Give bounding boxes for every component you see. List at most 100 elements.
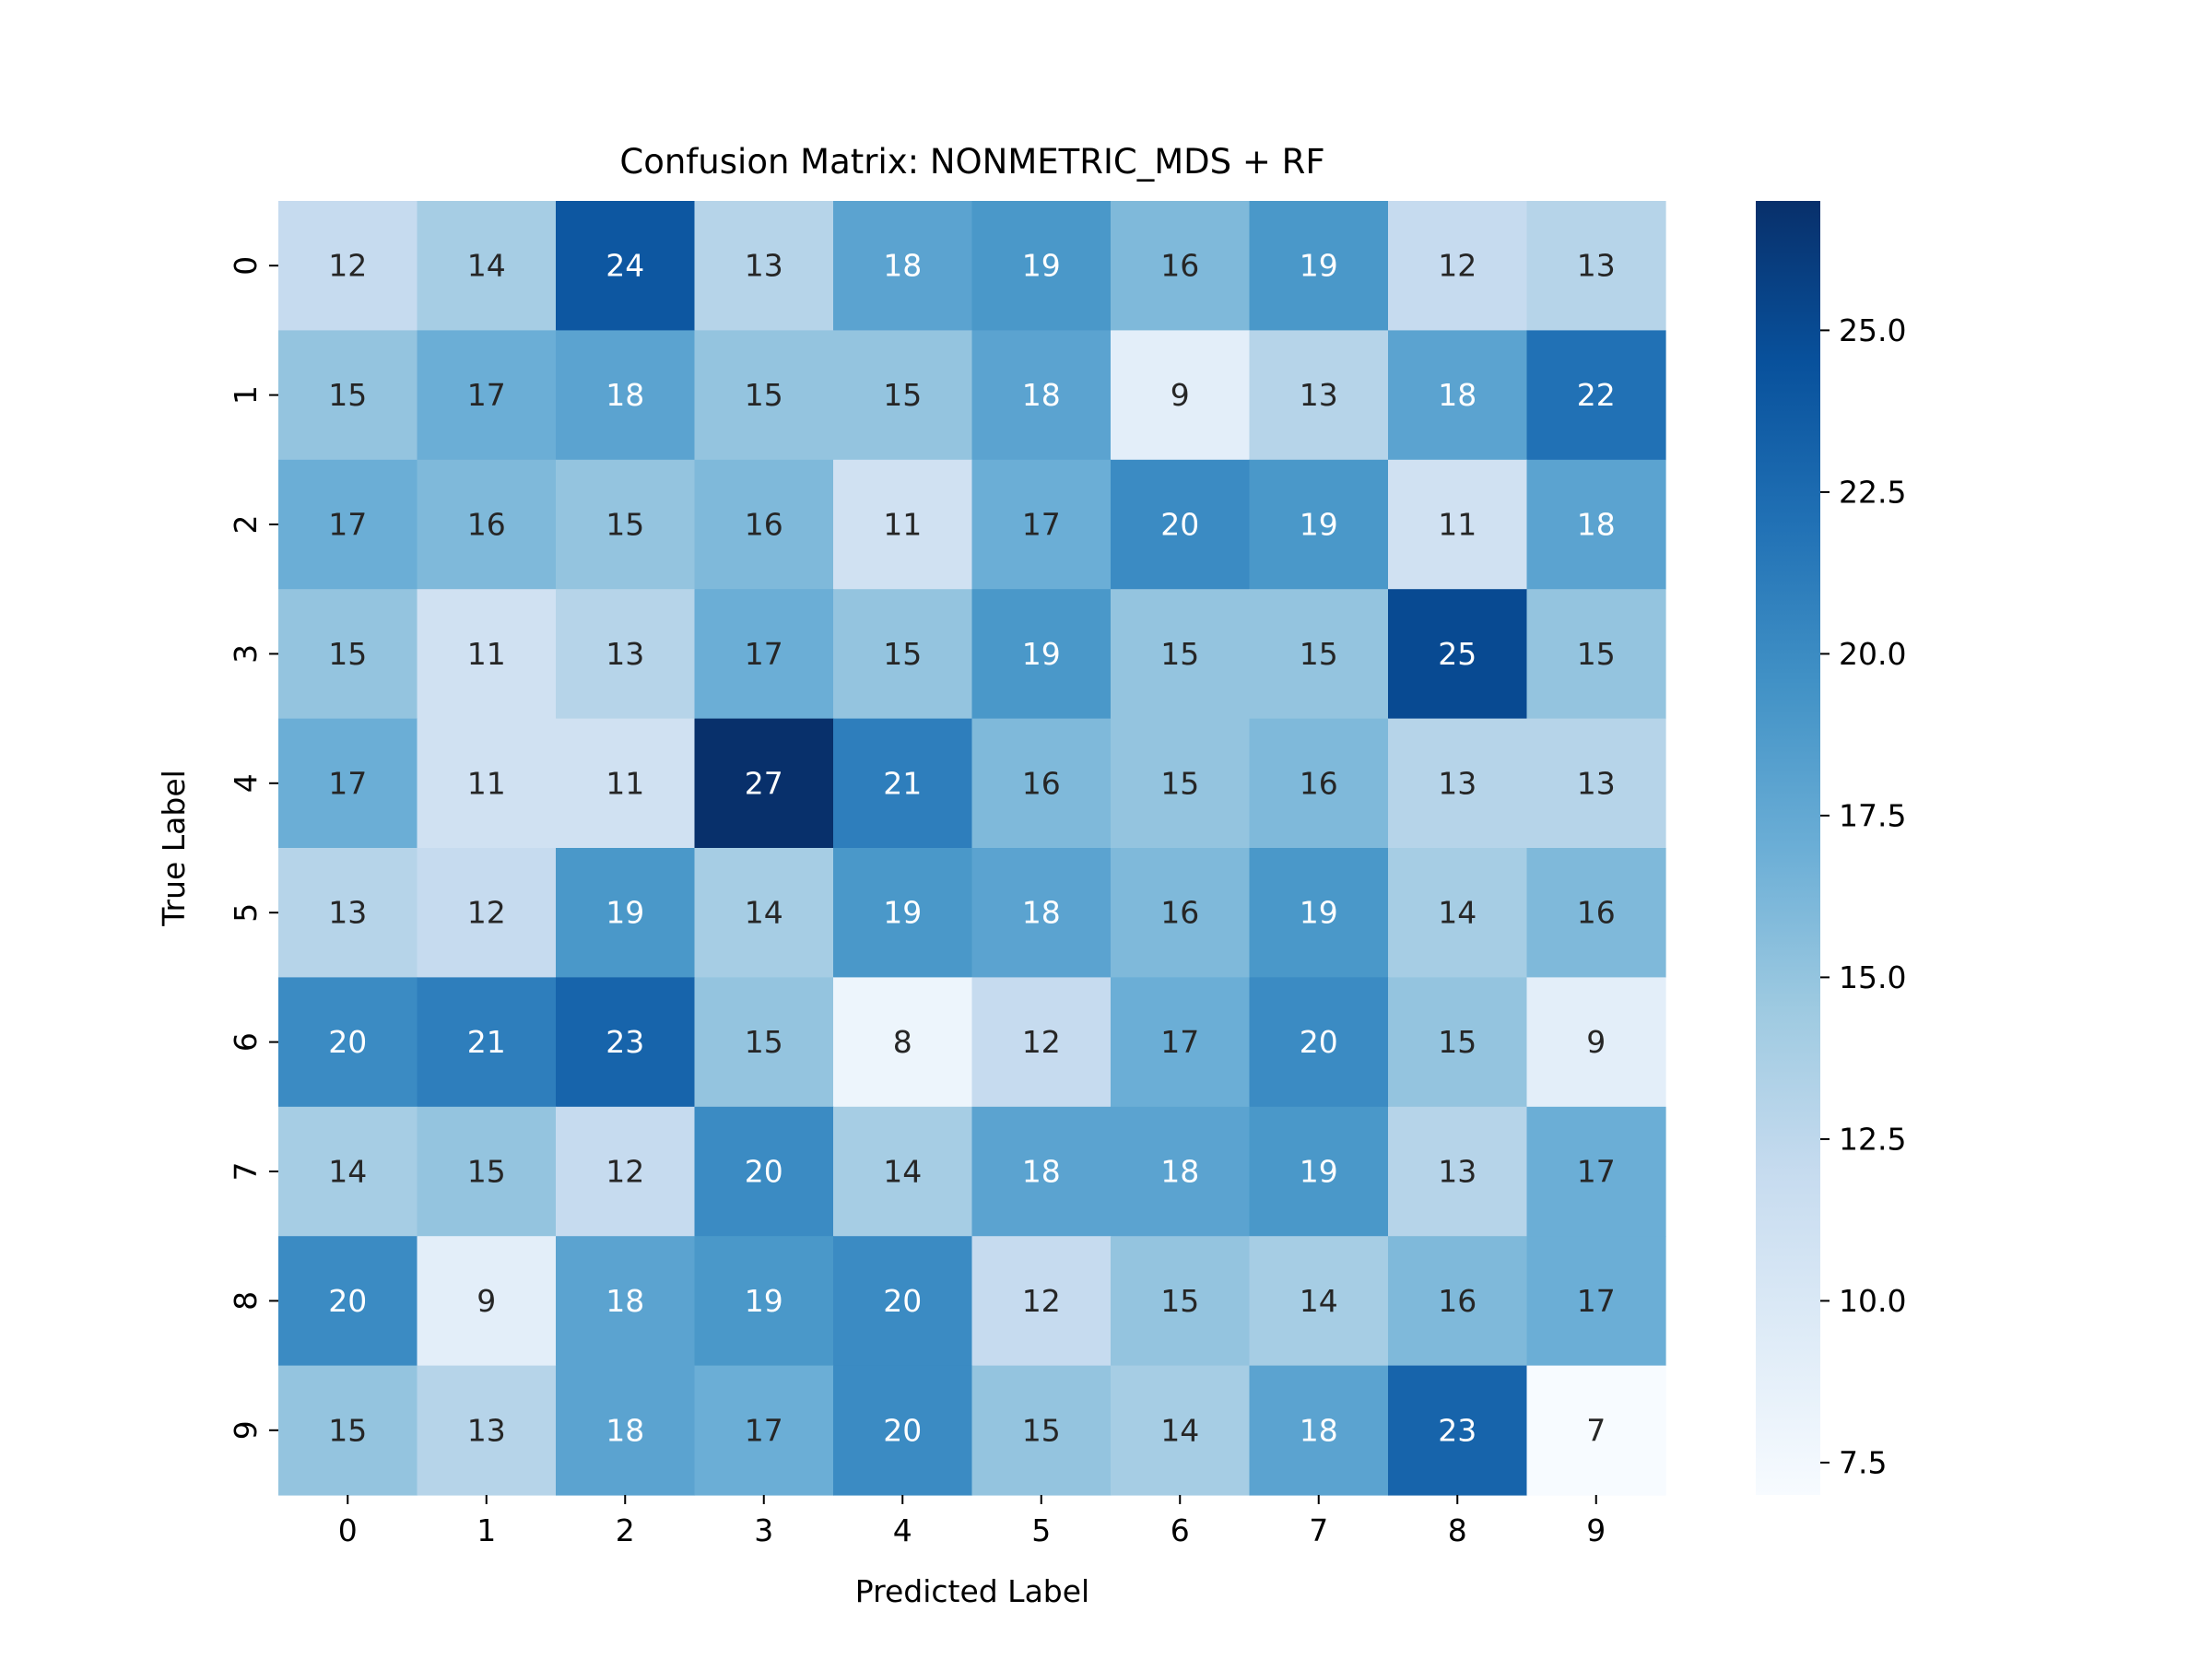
cell-value-r9-c9: 7: [1586, 1412, 1606, 1448]
cell-value-r7-c9: 17: [1577, 1154, 1616, 1190]
cell-value-r5-c7: 19: [1300, 895, 1338, 931]
heatmap-cell-r5-c6: [1111, 848, 1251, 978]
x-axis-ticks: 0 1 2 3 4 5 6 7 8 9: [338, 1495, 1606, 1548]
colorbar-tick-label-4: 17.5: [1839, 797, 1906, 833]
heatmap-cell-r4-c9: [1526, 718, 1666, 849]
cell-value-r0-c3: 13: [745, 248, 783, 284]
heatmap-cell-r7-c2: [556, 1106, 696, 1237]
cell-value-r2-c4: 11: [883, 507, 922, 543]
heatmap-cell-r6-c9: [1526, 977, 1666, 1108]
cell-value-r6-c2: 23: [606, 1024, 644, 1060]
y-tick-label-0: 0: [228, 256, 264, 276]
cell-value-r7-c7: 19: [1300, 1154, 1338, 1190]
heatmap-cell-r0-c6: [1111, 201, 1251, 331]
cell-value-r4-c6: 15: [1160, 765, 1199, 801]
heatmap-cell-r7-c7: [1249, 1106, 1389, 1237]
heatmap-cell-r9-c1: [417, 1365, 557, 1496]
heatmap-cell-r2-c4: [833, 459, 973, 590]
heatmap-cell-r9-c3: [694, 1365, 834, 1496]
cell-value-r6-c9: 9: [1586, 1024, 1606, 1060]
heatmap-cell-r3-c7: [1249, 589, 1389, 720]
y-axis-ticks: 0 1 2 3 4 5 6 7 8 9: [228, 256, 278, 1440]
cell-value-r8-c8: 16: [1438, 1283, 1477, 1319]
cell-value-r6-c4: 8: [893, 1024, 912, 1060]
heatmap-cell-r8-c4: [833, 1236, 973, 1367]
cell-value-r5-c3: 14: [745, 895, 783, 931]
heatmap-cell-r9-c5: [971, 1365, 1112, 1496]
heatmap-cell-r3-c2: [556, 589, 696, 720]
heatmap-cells: [278, 201, 1666, 1496]
cell-value-r3-c6: 15: [1160, 636, 1199, 672]
cell-value-r5-c5: 18: [1022, 895, 1061, 931]
y-tick-label-5: 5: [228, 903, 264, 923]
heatmap-cell-r0-c2: [556, 201, 696, 331]
cell-value-r0-c0: 12: [328, 248, 367, 284]
cell-value-r4-c9: 13: [1577, 765, 1616, 801]
cell-value-r4-c2: 11: [606, 765, 644, 801]
y-tick-label-8: 8: [228, 1291, 264, 1311]
cell-value-r4-c3: 27: [745, 765, 783, 801]
heatmap-cell-r0-c1: [417, 201, 557, 331]
cell-value-r6-c6: 17: [1160, 1024, 1199, 1060]
heatmap-cell-r9-c7: [1249, 1365, 1389, 1496]
heatmap-cell-r4-c2: [556, 718, 696, 849]
cell-value-r6-c0: 20: [328, 1024, 367, 1060]
heatmap-cell-r7-c6: [1111, 1106, 1251, 1237]
cell-value-r6-c1: 21: [467, 1024, 506, 1060]
cell-value-r3-c8: 25: [1438, 636, 1477, 672]
heatmap-cell-r1-c0: [278, 330, 418, 461]
chart-title: Confusion Matrix: NONMETRIC_MDS + RF: [619, 142, 1324, 182]
heatmap-cell-r3-c8: [1388, 589, 1528, 720]
x-tick-label-2: 2: [616, 1512, 635, 1548]
cell-value-r8-c9: 17: [1577, 1283, 1616, 1319]
x-tick-label-0: 0: [338, 1512, 358, 1548]
colorbar-tick-label-2: 12.5: [1839, 1121, 1906, 1157]
x-tick-label-9: 9: [1586, 1512, 1606, 1548]
cell-value-r8-c7: 14: [1300, 1283, 1338, 1319]
colorbar-tick-label-1: 10.0: [1839, 1283, 1906, 1319]
cell-value-r7-c0: 14: [328, 1154, 367, 1190]
heatmap-cell-r9-c6: [1111, 1365, 1251, 1496]
colorbar-ticks: 7.5 10.0 12.5 15.0 17.5 20.0 22.5 25.0: [1820, 312, 1906, 1480]
x-axis-label: Predicted Label: [855, 1573, 1089, 1609]
cell-value-r2-c5: 17: [1022, 507, 1061, 543]
cell-value-r7-c6: 18: [1160, 1154, 1199, 1190]
heatmap-cell-r6-c4: [833, 977, 973, 1108]
cell-value-r9-c6: 14: [1160, 1412, 1199, 1448]
x-tick-label-7: 7: [1309, 1512, 1328, 1548]
heatmap-cell-r5-c9: [1526, 848, 1666, 978]
colorbar-tick-label-0: 7.5: [1839, 1444, 1887, 1480]
cell-value-r0-c4: 18: [883, 248, 922, 284]
heatmap-cell-r2-c8: [1388, 459, 1528, 590]
cell-value-r0-c1: 14: [467, 248, 506, 284]
heatmap-cell-r6-c2: [556, 977, 696, 1108]
heatmap-cell-r5-c5: [971, 848, 1112, 978]
cell-value-r0-c9: 13: [1577, 248, 1616, 284]
heatmap-cell-r5-c7: [1249, 848, 1389, 978]
cell-value-r4-c5: 16: [1022, 765, 1061, 801]
cell-value-r1-c2: 18: [606, 377, 644, 413]
cell-value-r3-c9: 15: [1577, 636, 1616, 672]
cell-value-r1-c8: 18: [1438, 377, 1477, 413]
heatmap-cell-r1-c1: [417, 330, 557, 461]
heatmap-cell-r7-c3: [694, 1106, 834, 1237]
cell-value-r7-c8: 13: [1438, 1154, 1477, 1190]
heatmap-cell-r7-c4: [833, 1106, 973, 1237]
y-axis-label: True Label: [156, 770, 192, 927]
heatmap-cell-r5-c8: [1388, 848, 1528, 978]
heatmap-cell-r1-c9: [1526, 330, 1666, 461]
cell-value-r1-c7: 13: [1300, 377, 1338, 413]
cell-value-r0-c5: 19: [1022, 248, 1061, 284]
heatmap-cell-r6-c8: [1388, 977, 1528, 1108]
colorbar-tick-label-7: 25.0: [1839, 312, 1906, 348]
y-tick-label-6: 6: [228, 1032, 264, 1052]
cell-value-r3-c3: 17: [745, 636, 783, 672]
colorbar-tick-label-3: 15.0: [1839, 959, 1906, 995]
heatmap-cell-r0-c3: [694, 201, 834, 331]
heatmap-cell-r5-c2: [556, 848, 696, 978]
cell-value-r1-c9: 22: [1577, 377, 1616, 413]
heatmap-cell-r8-c0: [278, 1236, 418, 1367]
heatmap-cell-r2-c7: [1249, 459, 1389, 590]
cell-value-r9-c5: 15: [1022, 1412, 1061, 1448]
cell-value-r7-c1: 15: [467, 1154, 506, 1190]
